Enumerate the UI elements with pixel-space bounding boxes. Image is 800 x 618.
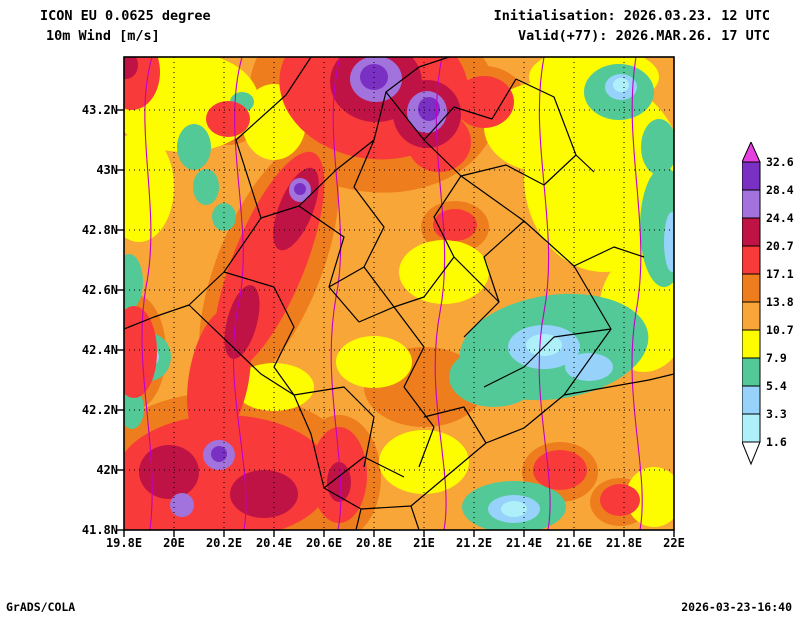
y-tick-label: 42N [96, 463, 118, 477]
x-tick-label: 20.2E [205, 536, 243, 550]
model-title: ICON EU 0.0625 degree [40, 8, 211, 24]
x-tick-label: 22E [663, 536, 685, 550]
admin-boundaries [124, 57, 674, 530]
x-tick-label: 20.6E [305, 536, 343, 550]
colorbar-level-label: 32.6 [766, 155, 794, 169]
colorbar-level-label: 3.3 [766, 407, 787, 421]
axis-tick-marks [117, 109, 675, 537]
x-tick-label: 20E [163, 536, 185, 550]
x-tick-label: 20.8E [355, 536, 393, 550]
y-tick-label: 42.8N [81, 223, 118, 237]
valid-time-label: Valid(+77): 2026.MAR.26. 17 UTC [518, 28, 770, 44]
colorbar-level-label: 1.6 [766, 435, 787, 449]
x-tick-label: 20.4E [255, 536, 293, 550]
x-tick-label: 21.2E [455, 536, 493, 550]
x-tick-label: 21.4E [505, 536, 543, 550]
y-tick-label: 42.6N [81, 283, 118, 297]
x-tick-label: 21.6E [555, 536, 593, 550]
y-tick-label: 42.4N [81, 343, 118, 357]
creation-timestamp: 2026-03-23-16:40 [681, 600, 792, 614]
y-tick-label: 43N [96, 163, 118, 177]
colorbar-level-label: 7.9 [766, 351, 787, 365]
latlon-grid [124, 57, 674, 530]
x-tick-label: 19.8E [105, 536, 143, 550]
contour-lines [141, 57, 643, 530]
x-tick-label: 21.8E [605, 536, 643, 550]
init-time-label: Initialisation: 2026.03.23. 12 UTC [493, 8, 770, 24]
colorbar-level-label: 17.1 [766, 267, 794, 281]
plot-frame [123, 56, 675, 531]
colorbar-level-label: 20.7 [766, 239, 794, 253]
y-tick-label: 41.8N [81, 523, 118, 537]
colorbar: 32.6 28.4 24.4 20.7 17.1 13.8 10.7 7.9 5.4 3.3 1.6 [742, 142, 794, 466]
y-tick-label: 43.2N [81, 103, 118, 117]
colorbar-level-label: 5.4 [766, 379, 787, 393]
colorbar-level-label: 24.4 [766, 211, 794, 225]
y-tick-label: 42.2N [81, 403, 118, 417]
variable-title: 10m Wind [m/s] [46, 28, 160, 44]
x-tick-label: 21E [413, 536, 435, 550]
colorbar-level-label: 28.4 [766, 183, 794, 197]
colorbar-level-label: 10.7 [766, 323, 794, 337]
grads-credit: GrADS/COLA [6, 600, 76, 614]
colorbar-level-label: 13.8 [766, 295, 794, 309]
map-plot [117, 56, 675, 537]
wind-field-shading [124, 57, 674, 530]
